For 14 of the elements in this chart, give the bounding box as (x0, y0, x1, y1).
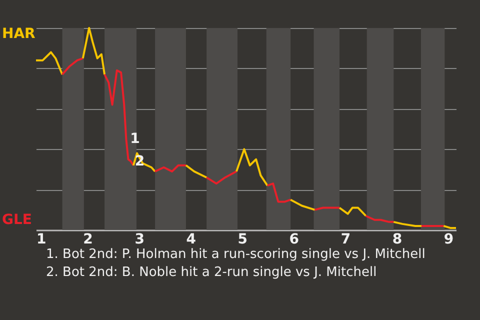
x-tick-label: 7 (340, 232, 351, 248)
text: HAR (2, 26, 36, 42)
text: 1. Bot 2nd: P. Holman hit a run-scoring single vs J. Mitchell (46, 247, 426, 262)
text: GLE (2, 212, 32, 228)
text: 2. Bot 2nd: B. Noble hit a 2-run single vs J. Mitchell (46, 265, 377, 280)
x-tick-label: 5 (238, 232, 248, 248)
x-tick-label: 8 (392, 232, 402, 248)
x-tick-label: 4 (186, 232, 196, 248)
annotation: 1 (130, 131, 140, 148)
x-tick-label: 6 (289, 232, 300, 248)
x-tick-label: 1 (36, 232, 46, 248)
x-tick-label: 9 (444, 232, 454, 248)
x-tick-label: 3 (134, 232, 144, 248)
x-tick-label: 2 (83, 232, 93, 248)
